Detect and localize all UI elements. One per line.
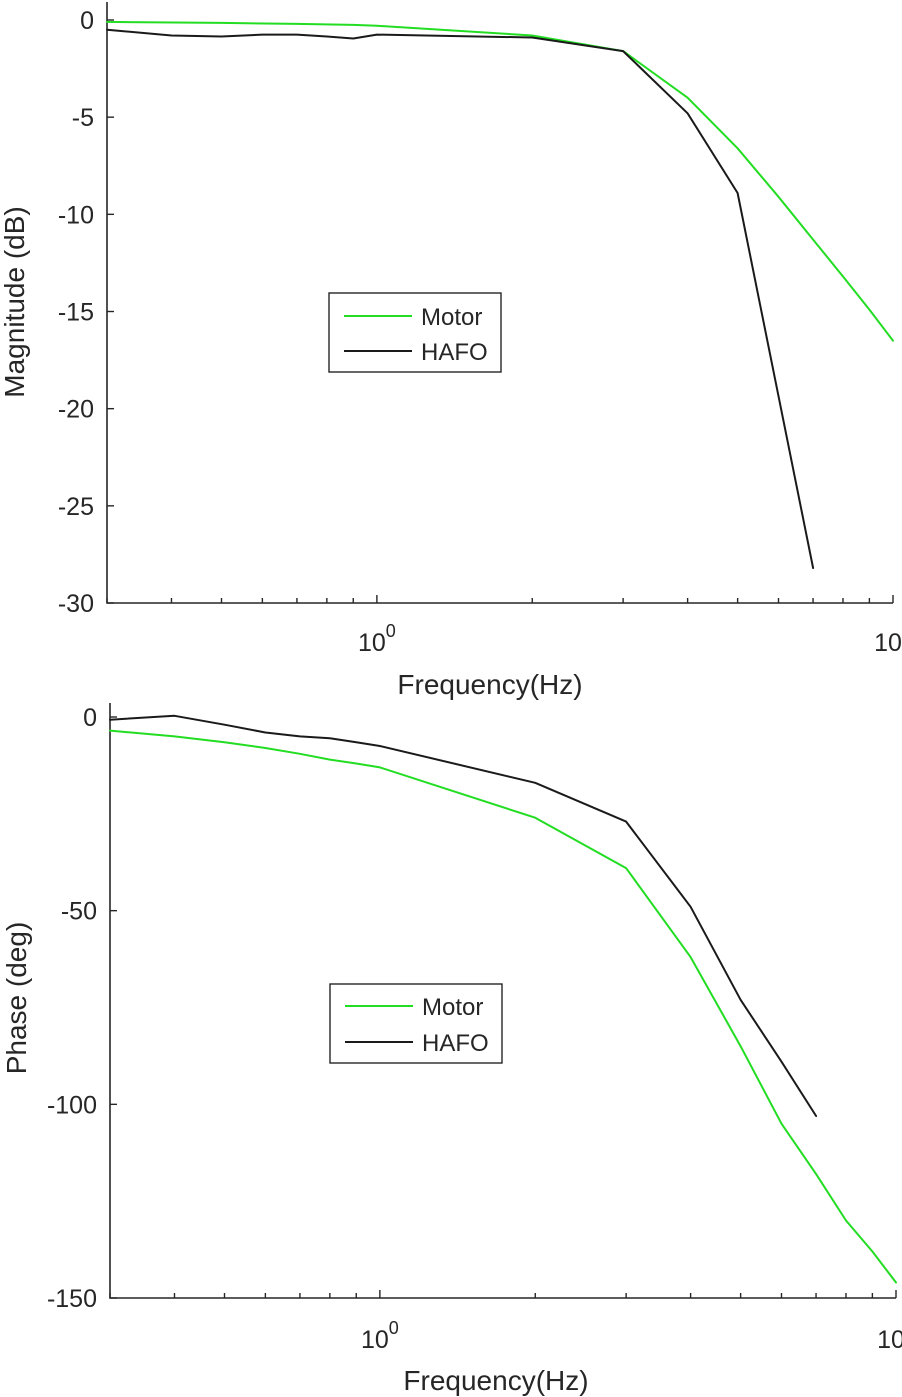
phase-legend-box <box>329 983 503 1064</box>
phase-axes <box>109 703 896 1299</box>
magnitude-legend-hafo-label: HAFO <box>421 339 488 366</box>
magnitude-y-tick-label: -30 <box>58 590 94 618</box>
phase-legend-motor-label: Motor <box>422 994 483 1021</box>
phase-legend-hafo-label: HAFO <box>422 1030 489 1057</box>
phase-x-tick-label: 100 <box>361 1318 399 1354</box>
phase-x-axis-label: Frequency(Hz) <box>403 1365 588 1396</box>
magnitude-x-tick-label: 101 <box>874 621 902 657</box>
phase-plot: 0 -50 -100 -150 100 101 Frequency(Hz) Phase … <box>1 703 902 1396</box>
phase-motor-line <box>109 729 897 1284</box>
phase-y-tick-label: -100 <box>47 1091 97 1119</box>
magnitude-y-tick-label: -20 <box>58 396 94 424</box>
magnitude-y-tick-label: -25 <box>58 493 94 521</box>
magnitude-y-axis-label: Magnitude (dB) <box>0 206 30 397</box>
phase-y-axis-label: Phase (deg) <box>1 922 32 1075</box>
magnitude-legend-motor-label: Motor <box>421 304 482 331</box>
magnitude-plot: 0-5-10-15-20-25-30 100101 Frequency(Hz) … <box>0 2 902 700</box>
magnitude-x-axis-label: Frequency(Hz) <box>397 669 582 700</box>
magnitude-x-tick-label: 100 <box>358 621 396 657</box>
phase-x-ticks: 100 101 <box>109 1290 902 1354</box>
phase-x-tick-label: 101 <box>877 1318 902 1354</box>
magnitude-y-ticks: 0 -5 -10 -15 -20 -25 -30 <box>58 7 114 618</box>
magnitude-y-tick-label: 0 <box>80 7 94 35</box>
magnitude-motor-line <box>106 20 894 342</box>
magnitude-legend: Motor HAFO <box>328 292 502 373</box>
magnitude-y-tick-label: -5 <box>72 104 94 132</box>
magnitude-hafo-line <box>106 28 815 569</box>
magnitude-y-tick-label: -15 <box>58 299 94 327</box>
phase-lines <box>109 714 897 1284</box>
phase-y-tick-label: -50 <box>61 898 97 926</box>
phase-hafo-line <box>109 714 818 1117</box>
magnitude-y-tick-label: -10 <box>58 201 94 229</box>
phase-y-tick-label: 0 <box>83 704 97 732</box>
magnitude-lines <box>106 20 894 569</box>
phase-y-tick-label: -150 <box>47 1285 97 1313</box>
magnitude-x-ticks: 100 101 <box>106 595 902 657</box>
phase-y-ticks: 0 -50 -100 -150 <box>47 704 117 1313</box>
phase-legend: Motor HAFO <box>329 983 503 1064</box>
magnitude-legend-box <box>328 292 502 373</box>
